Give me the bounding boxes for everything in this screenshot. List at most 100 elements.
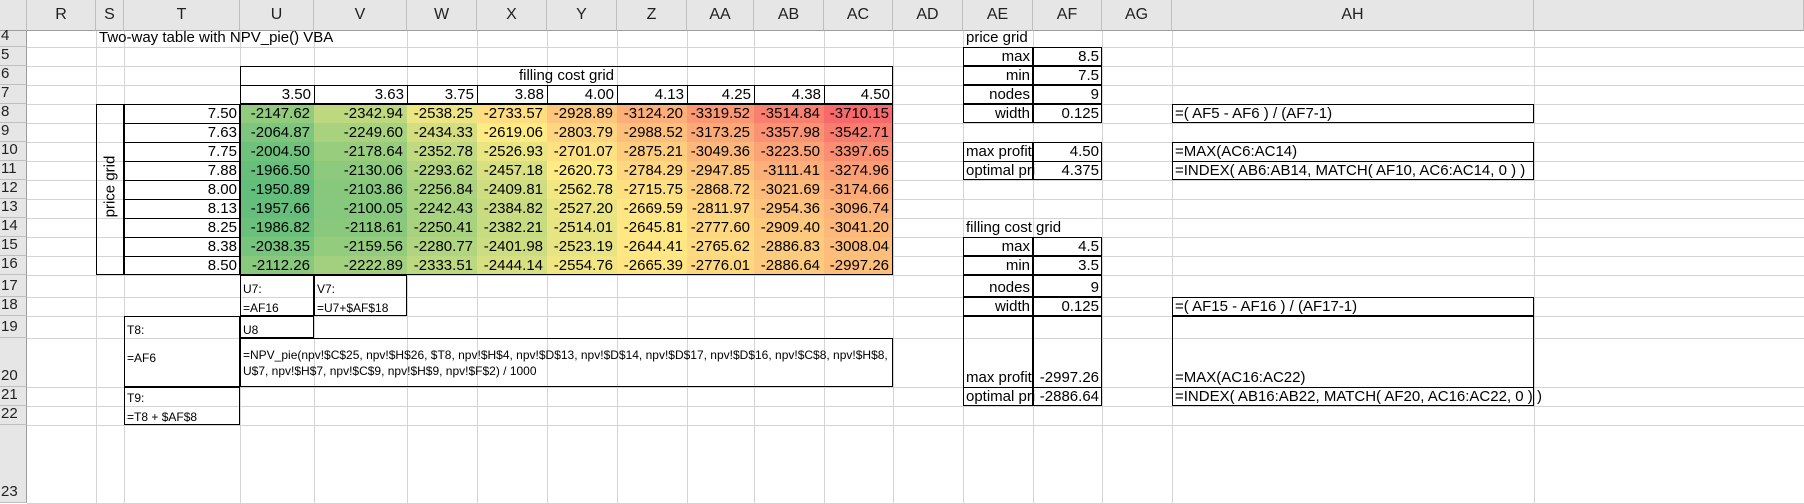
filling_grid-nodes-value[interactable]: 9 [1090,279,1099,296]
price_grid-maxprofit-value[interactable]: 4.50 [1069,143,1099,160]
column-header-aa[interactable]: AA [687,0,754,31]
price_grid-optimal-value[interactable]: 4.375 [1061,162,1099,179]
row-header-21[interactable]: 21 [0,386,27,406]
heatmap-cell[interactable]: -2665.39 [617,256,687,275]
row-value-8[interactable]: 7.50 [207,105,237,122]
heatmap-cell[interactable]: -2645.81 [617,218,687,237]
heatmap-cell[interactable]: -2118.61 [314,218,407,237]
filling_grid-optimal-value[interactable]: -2886.64 [1039,388,1099,405]
note-v18[interactable]: =U7+$AF$18 [317,301,389,315]
row-value-9[interactable]: 7.63 [207,124,237,141]
heatmap-cell[interactable]: -2178.64 [314,142,407,161]
filling_grid-min-label[interactable]: min [1005,257,1030,274]
heatmap-cell[interactable]: -2868.72 [687,180,754,199]
heatmap-cell[interactable]: -2103.86 [314,180,407,199]
price_grid-nodes-label[interactable]: nodes [989,86,1030,103]
heatmap-cell[interactable]: -3021.69 [754,180,824,199]
note-u17[interactable]: U7: [243,282,262,296]
note-t22[interactable]: =T8 + $AF$8 [127,410,198,424]
row-value-10[interactable]: 7.75 [207,143,237,160]
price_grid-max-label[interactable]: max [1001,48,1030,65]
column-header-w[interactable]: W [407,0,477,31]
price_grid-optimal-formula[interactable]: =INDEX( AB6:AB14, MATCH( AF10, AC6:AC14,… [1175,162,1526,179]
heatmap-cell[interactable]: -2256.84 [407,180,477,199]
heatmap-cell[interactable]: -2811.97 [687,199,754,218]
col-value-v[interactable]: 3.63 [374,86,404,103]
heatmap-cell[interactable]: -2147.62 [240,104,314,123]
heatmap-cell[interactable]: -2293.62 [407,161,477,180]
column-header-ae[interactable]: AE [963,0,1033,31]
price_grid-title[interactable]: price grid [966,29,1028,46]
note-t21[interactable]: T9: [127,391,145,405]
heatmap-cell[interactable]: -2342.94 [314,104,407,123]
heatmap-cell[interactable]: -2803.79 [547,123,617,142]
heatmap-cell[interactable]: -2886.64 [754,256,824,275]
col-value-u[interactable]: 3.50 [281,86,311,103]
filling_grid-title[interactable]: filling cost grid [966,219,1062,236]
price_grid-max-value[interactable]: 8.5 [1078,48,1099,65]
column-header-ag[interactable]: AG [1102,0,1172,31]
heatmap-cell[interactable]: -2409.81 [477,180,547,199]
heatmap-cell[interactable]: -2457.18 [477,161,547,180]
row-header-15[interactable]: 15 [0,236,27,256]
heatmap-cell[interactable]: -1957.66 [240,199,314,218]
col-value-z[interactable]: 4.13 [654,86,684,103]
filling_grid-max-label[interactable]: max [1001,238,1030,255]
heatmap-cell[interactable]: -3041.20 [824,218,893,237]
heatmap-cell[interactable]: -3008.04 [824,237,893,256]
filling_grid-maxprofit-formula[interactable]: =MAX(AC16:AC22) [1175,369,1306,386]
row-value-14[interactable]: 8.25 [207,219,237,236]
heatmap-cell[interactable]: -3096.74 [824,199,893,218]
column-header-s[interactable]: S [96,0,124,31]
column-header-af[interactable]: AF [1033,0,1102,31]
row-value-16[interactable]: 8.50 [207,257,237,274]
heatmap-cell[interactable]: -2352.78 [407,142,477,161]
heatmap-cell[interactable]: -2997.26 [824,256,893,275]
row-value-15[interactable]: 8.38 [207,238,237,255]
column-header-ad[interactable]: AD [893,0,963,31]
row-header-20[interactable]: 20 [0,338,27,387]
row-value-11[interactable]: 7.88 [207,162,237,179]
filling_grid-maxprofit-value[interactable]: -2997.26 [1039,369,1099,386]
heatmap-cell[interactable]: -3514.84 [754,104,824,123]
column-header-ah[interactable]: AH [1172,0,1534,31]
heatmap-cell[interactable]: -2776.01 [687,256,754,275]
col-value-x[interactable]: 3.88 [514,86,544,103]
col-value-ac[interactable]: 4.50 [860,86,890,103]
row-header-16[interactable]: 16 [0,255,27,275]
heatmap-cell[interactable]: -2384.82 [477,199,547,218]
row-header-6[interactable]: 6 [0,65,27,85]
col-value-w[interactable]: 3.75 [444,86,474,103]
filling_grid-width-label[interactable]: width [994,298,1030,315]
heatmap-cell[interactable]: -1950.89 [240,180,314,199]
col-value-aa[interactable]: 4.25 [721,86,751,103]
column-header-t[interactable]: T [124,0,240,31]
heatmap-cell[interactable]: -3710.15 [824,104,893,123]
heatmap-cell[interactable]: -2434.33 [407,123,477,142]
heatmap-cell[interactable]: -3542.71 [824,123,893,142]
heatmap-cell[interactable]: -2523.19 [547,237,617,256]
npv-formula[interactable]: =NPV_pie(npv!$C$25, npv!$H$26, $T8, npv!… [243,348,888,378]
row-header-18[interactable]: 18 [0,296,27,316]
column-header-ab[interactable]: AB [754,0,824,31]
heatmap-cell[interactable]: -2669.59 [617,199,687,218]
heatmap-cell[interactable]: -2064.87 [240,123,314,142]
row-header-10[interactable]: 10 [0,141,27,161]
row-header-14[interactable]: 14 [0,217,27,237]
column-header-y[interactable]: Y [547,0,617,31]
price_grid-width-label[interactable]: width [994,105,1030,122]
heatmap-cell[interactable]: -1986.82 [240,218,314,237]
heatmap-cell[interactable]: -2620.73 [547,161,617,180]
heatmap-cell[interactable]: -2130.06 [314,161,407,180]
heatmap-cell[interactable]: -2644.41 [617,237,687,256]
heatmap-cell[interactable]: -2538.25 [407,104,477,123]
heatmap-cell[interactable]: -2401.98 [477,237,547,256]
note-t20[interactable]: =AF6 [127,351,157,365]
heatmap-cell[interactable]: -2619.06 [477,123,547,142]
heatmap-cell[interactable]: -3111.41 [754,161,824,180]
row-value-13[interactable]: 8.13 [207,200,237,217]
heatmap-cell[interactable]: -2954.36 [754,199,824,218]
heatmap-cell[interactable]: -2333.51 [407,256,477,275]
heatmap-cell[interactable]: -2242.43 [407,199,477,218]
heatmap-cell[interactable]: -3397.65 [824,142,893,161]
